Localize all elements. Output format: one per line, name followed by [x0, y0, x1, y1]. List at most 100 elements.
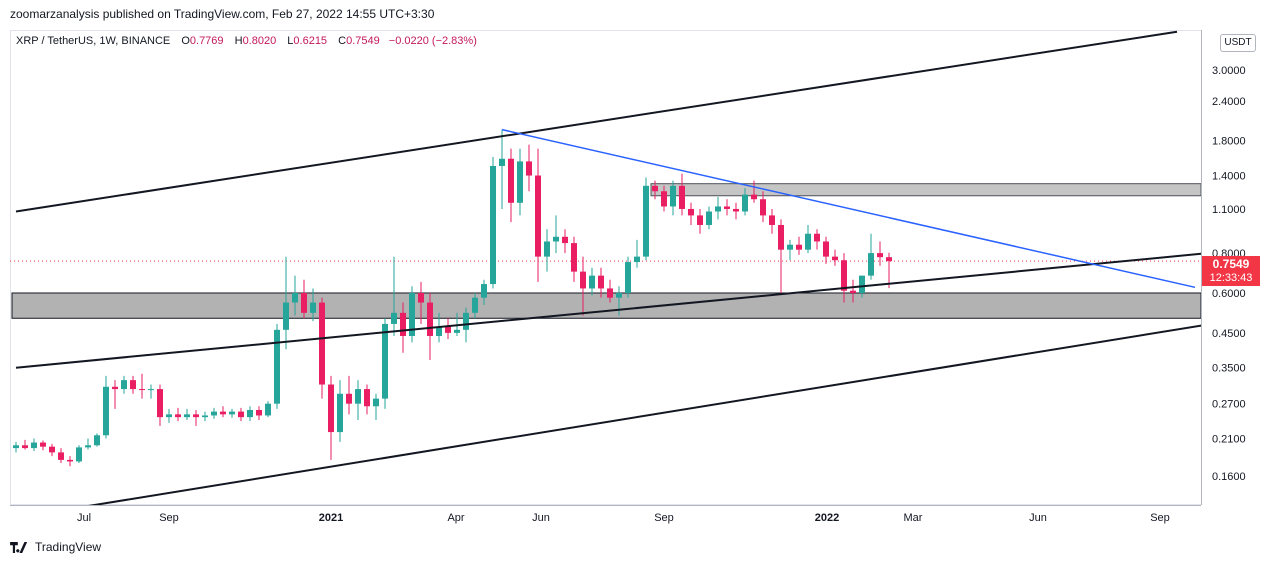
- price-tick-label: 0.2700: [1212, 399, 1246, 411]
- candle-body: [373, 398, 379, 407]
- support-zone: [11, 292, 1201, 319]
- time-tick-label: 2022: [815, 512, 839, 524]
- candle-body: [265, 403, 271, 416]
- currency-selector[interactable]: USDT: [1220, 34, 1256, 52]
- candle-body: [274, 329, 280, 404]
- time-tick-label: 2021: [319, 512, 343, 524]
- candle-body: [760, 199, 766, 216]
- candle-body: [22, 445, 28, 449]
- candle-body: [490, 165, 496, 285]
- chart-pane[interactable]: [10, 30, 1201, 505]
- candle-body: [715, 206, 721, 212]
- candle-body: [796, 244, 802, 250]
- current-price-label: 0.7549: [1212, 257, 1250, 271]
- candle-body: [391, 312, 397, 324]
- channel-upper: [15, 30, 1178, 213]
- candle-body: [562, 236, 568, 244]
- candle-body: [634, 256, 640, 263]
- candle-body: [859, 275, 865, 293]
- candle-body: [319, 302, 325, 385]
- candle-body: [454, 329, 460, 333]
- close-value: 0.7549: [346, 35, 380, 47]
- candle-body: [724, 206, 730, 209]
- time-tick-label: Jul: [77, 512, 91, 524]
- candle-body: [652, 185, 658, 192]
- candle-body: [328, 384, 334, 433]
- candle-body: [76, 447, 82, 462]
- candle-body: [553, 236, 559, 242]
- candle-body: [589, 275, 595, 289]
- candle-body: [868, 253, 874, 276]
- symbol-title: XRP / TetherUS, 1W, BINANCE: [16, 35, 171, 47]
- candle-body: [166, 414, 172, 418]
- time-tick-label: Sep: [1150, 512, 1170, 524]
- candle-body: [184, 414, 190, 418]
- candle-body: [175, 414, 181, 418]
- candle-body: [733, 208, 739, 212]
- candle-body: [355, 389, 361, 404]
- candle-body: [625, 262, 631, 293]
- candle-body: [814, 233, 820, 242]
- price-tick-label: 1.1000: [1212, 204, 1246, 216]
- candle-body: [67, 459, 73, 462]
- price-tick-label: 3.0000: [1212, 65, 1246, 77]
- candle-body: [769, 215, 775, 225]
- candle-body: [850, 290, 856, 293]
- candle-body: [400, 312, 406, 336]
- candle-body: [229, 411, 235, 415]
- high-value: 0.8020: [242, 35, 277, 47]
- candle-body: [598, 275, 604, 289]
- candle-body: [706, 211, 712, 225]
- time-tick-label: Mar: [904, 512, 923, 524]
- candle-body: [535, 175, 541, 257]
- time-tick-label: Jun: [1029, 512, 1047, 524]
- price-tick-label: 1.8000: [1212, 136, 1246, 148]
- time-tick-label: Jun: [532, 512, 550, 524]
- time-tick-label: Sep: [159, 512, 179, 524]
- candle-body: [193, 414, 199, 418]
- candle-body: [202, 415, 208, 418]
- bar-countdown: 12:33:43: [1209, 272, 1253, 284]
- candle-body: [526, 161, 532, 176]
- candle-body: [31, 442, 37, 449]
- candle-body: [616, 292, 622, 298]
- candle-body: [670, 185, 676, 207]
- candle-body: [787, 244, 793, 250]
- candle-body: [445, 326, 451, 333]
- footer-branding[interactable]: TradingView: [10, 540, 101, 554]
- candle-body: [238, 411, 244, 418]
- candle-body: [346, 393, 352, 404]
- candle-body: [436, 326, 442, 336]
- candle-body: [679, 185, 685, 209]
- candle-body: [697, 215, 703, 225]
- time-tick-label: Apr: [447, 512, 464, 524]
- candle-body: [580, 271, 586, 289]
- candle-body: [841, 260, 847, 291]
- candle-body: [364, 389, 370, 407]
- candle-body: [247, 409, 253, 418]
- candle-body: [571, 243, 577, 272]
- candle-body: [805, 233, 811, 250]
- low-value: 0.6215: [293, 35, 328, 47]
- channel-lower: [88, 324, 1201, 505]
- candle-body: [544, 241, 550, 257]
- low-label: L: [287, 35, 294, 47]
- candle-body: [337, 393, 343, 433]
- candle-body: [481, 284, 487, 298]
- candle-body: [220, 411, 226, 415]
- candle-body: [886, 257, 892, 262]
- candle-body: [643, 185, 649, 257]
- candle-body: [877, 253, 883, 258]
- time-axis[interactable]: [10, 505, 1201, 530]
- candle-body: [607, 288, 613, 298]
- price-axis[interactable]: [1201, 30, 1280, 505]
- candle-body: [661, 191, 667, 207]
- candle-body: [121, 380, 127, 390]
- candle-body: [310, 302, 316, 313]
- candle-body: [382, 323, 388, 399]
- price-tick-label: 0.3500: [1212, 363, 1246, 375]
- publisher-line: zoomarzanalysis published on TradingView…: [10, 7, 435, 21]
- candle-body: [778, 224, 784, 250]
- tradingview-logo-icon: [10, 541, 28, 553]
- price-tick-label: 1.4000: [1212, 171, 1246, 183]
